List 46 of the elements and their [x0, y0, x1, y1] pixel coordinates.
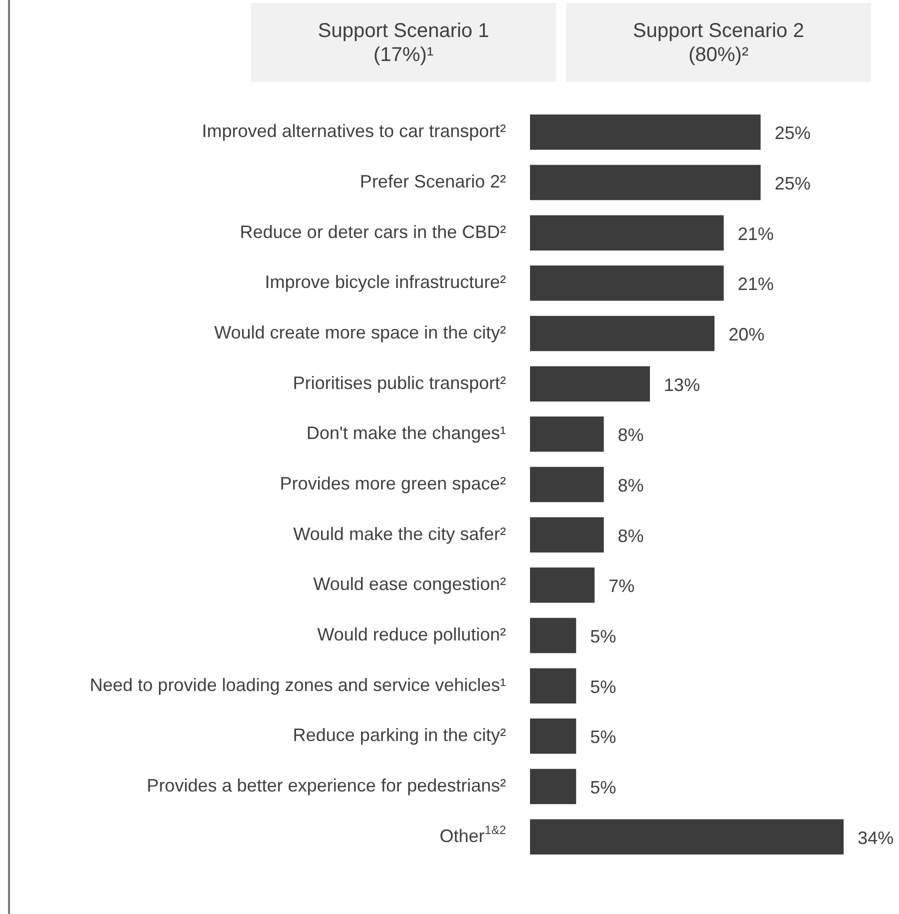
bar [530, 718, 576, 754]
bar [530, 768, 576, 804]
bar [530, 215, 724, 250]
y-tick-label: Prioritises public transport² [292, 372, 506, 393]
data-label: 25% [774, 173, 811, 194]
data-label: 5% [590, 626, 616, 646]
data-label: 5% [590, 727, 616, 748]
y-tick-label: Reduce or deter cars in the CBD² [240, 222, 506, 242]
y-tick-label: Need to provide loading zones and service vehicles¹ [90, 674, 506, 695]
y-tick-label: Would ease congestion² [313, 574, 506, 594]
bar [530, 517, 604, 552]
bar [530, 819, 844, 854]
data-label: 20% [728, 324, 765, 344]
data-label: 5% [590, 777, 616, 798]
y-tick-label: Would make the city safer² [293, 524, 506, 544]
bar [530, 164, 761, 200]
bar [530, 266, 724, 301]
bar [530, 568, 595, 603]
y-tick-label: Don't make the changes¹ [306, 423, 506, 444]
data-label: 8% [618, 475, 644, 496]
data-label: 8% [618, 526, 644, 546]
text: Support Scenario 2 (80%)² [632, 18, 806, 66]
y-tick-label: Would reduce pollution² [317, 624, 506, 644]
y-tick-label: Provides more green space² [280, 473, 506, 494]
y-tick-label: Improve bicycle infrastructure² [264, 272, 506, 292]
bar [530, 466, 604, 502]
data-label: 7% [608, 576, 635, 596]
data-label: 5% [590, 676, 616, 697]
data-label: 34% [858, 828, 894, 848]
data-label: 13% [664, 374, 700, 395]
data-label: 21% [738, 274, 774, 294]
bar [530, 416, 604, 452]
y-tick-label: Improved alternatives to car transport² [202, 121, 506, 142]
bar [530, 366, 650, 402]
y-tick-label: Prefer Scenario 2² [360, 171, 506, 192]
bar [530, 618, 576, 654]
text: Support Scenario 1 (17%)¹ [316, 18, 490, 66]
data-label: 25% [774, 123, 811, 144]
y-tick-label: Reduce parking in the city² [292, 725, 506, 746]
bar [530, 668, 576, 704]
y-tick-label: Provides a better experience for pedestrians² [146, 775, 506, 796]
data-label: 21% [738, 224, 774, 244]
y-tick-label: Would create more space in the city² [214, 322, 506, 342]
bar [530, 316, 714, 352]
bar [530, 114, 761, 150]
data-label: 8% [618, 425, 644, 446]
